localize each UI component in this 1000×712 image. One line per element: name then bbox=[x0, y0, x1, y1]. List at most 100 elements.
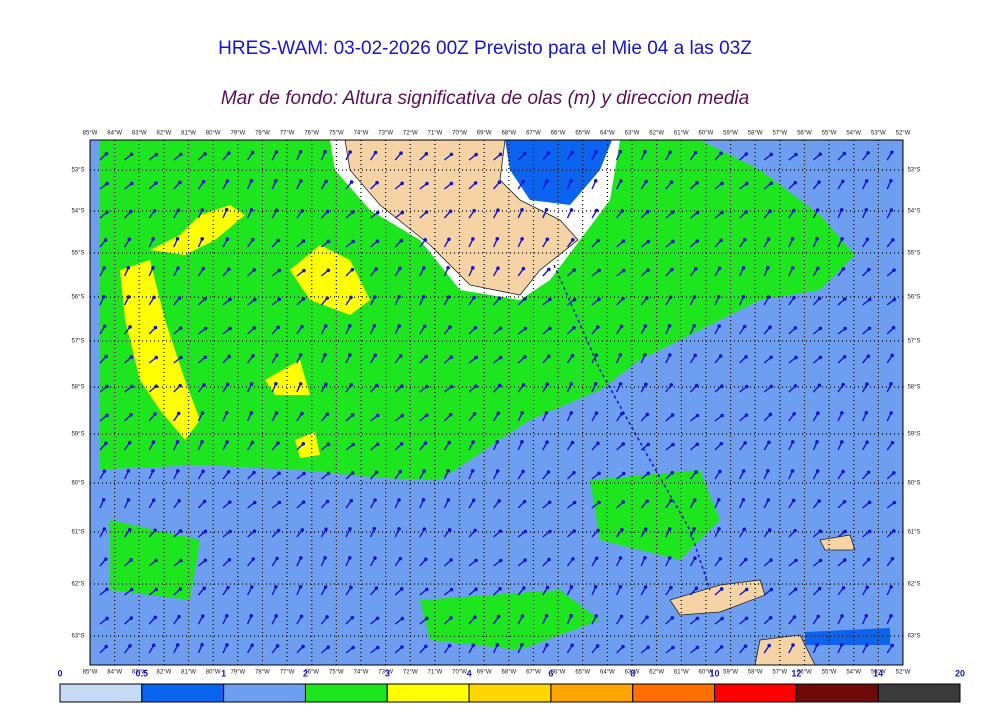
lon-label: 75°W bbox=[329, 670, 344, 676]
arrow-head bbox=[572, 500, 577, 505]
colorbar-tick: 0.5 bbox=[136, 668, 149, 678]
lon-label: 80°W bbox=[206, 131, 221, 137]
arrow-head bbox=[350, 413, 355, 417]
arrow-head bbox=[375, 180, 379, 185]
arrow-head bbox=[719, 645, 724, 649]
arrow-head bbox=[129, 412, 133, 417]
arrow-head bbox=[843, 326, 847, 331]
lon-label: 67°W bbox=[526, 131, 541, 137]
arrow-head bbox=[298, 353, 303, 357]
arrow-head bbox=[298, 382, 303, 386]
arrow-head bbox=[374, 383, 379, 388]
colorbar-box bbox=[386, 683, 470, 703]
arrow-head bbox=[766, 265, 770, 270]
arrow-head bbox=[126, 469, 131, 473]
arrow-head bbox=[301, 500, 306, 504]
arrow-head bbox=[497, 296, 502, 300]
arrow-head bbox=[867, 500, 872, 505]
arrow-head bbox=[498, 558, 503, 563]
lon-label: 68°W bbox=[501, 131, 516, 137]
arrow-head bbox=[892, 500, 897, 505]
arrow-head bbox=[323, 555, 327, 560]
arrow-head bbox=[351, 210, 355, 214]
arrow-head bbox=[350, 267, 355, 272]
lon-label: 75°W bbox=[329, 131, 344, 137]
arrow-head bbox=[618, 382, 623, 386]
lon-label: 52°W bbox=[896, 670, 911, 676]
arrow-head bbox=[347, 324, 352, 328]
arrow-head bbox=[718, 556, 723, 561]
arrow-head bbox=[175, 643, 180, 647]
arrow-head bbox=[544, 207, 549, 212]
arrow-head bbox=[890, 440, 895, 445]
arrow-head bbox=[643, 352, 647, 357]
arrow-head bbox=[866, 557, 871, 562]
arrow-head bbox=[767, 440, 771, 445]
arrow-head bbox=[570, 150, 575, 155]
arrow-head bbox=[226, 470, 231, 474]
lat-label: 55°S bbox=[907, 251, 920, 257]
lon-label: 60°W bbox=[699, 670, 714, 676]
arrow-head bbox=[375, 442, 380, 447]
arrow-head bbox=[545, 585, 550, 590]
arrow-head bbox=[767, 528, 772, 532]
arrow-head bbox=[323, 585, 328, 589]
lat-label: 60°S bbox=[71, 481, 84, 487]
arrow-head bbox=[449, 616, 453, 620]
arrow-head bbox=[692, 526, 696, 531]
arrow-head bbox=[744, 152, 749, 156]
arrow-head bbox=[670, 267, 674, 272]
arrow-head bbox=[741, 498, 746, 502]
arrow-head bbox=[843, 529, 847, 534]
arrow-head bbox=[154, 181, 158, 185]
arrow-head bbox=[373, 556, 377, 560]
arrow-head bbox=[251, 353, 255, 358]
arrow-head bbox=[815, 236, 819, 241]
arrow-head bbox=[374, 470, 379, 475]
arrow-head bbox=[200, 208, 205, 212]
arrow-head bbox=[839, 208, 844, 212]
arrow-head bbox=[547, 267, 551, 272]
arrow-head bbox=[449, 384, 454, 389]
lon-label: 61°W bbox=[674, 131, 689, 137]
arrow-head bbox=[126, 266, 131, 270]
arrow-head bbox=[129, 181, 134, 186]
arrow-head bbox=[618, 585, 623, 589]
lon-label: 60°W bbox=[699, 131, 714, 137]
arrow-head bbox=[375, 616, 380, 621]
arrow-head bbox=[520, 237, 524, 241]
lon-label: 81°W bbox=[181, 131, 196, 137]
arrow-head bbox=[374, 586, 379, 590]
arrow-head bbox=[277, 471, 281, 476]
arrow-head bbox=[128, 644, 132, 648]
lon-label: 78°W bbox=[255, 670, 270, 676]
arrow-head bbox=[864, 643, 869, 647]
arrow-head bbox=[766, 237, 771, 241]
lon-label: 55°W bbox=[822, 131, 837, 137]
arrow-head bbox=[399, 587, 404, 591]
arrow-head bbox=[326, 442, 331, 447]
arrow-head bbox=[497, 499, 501, 503]
arrow-head bbox=[569, 614, 573, 618]
arrow-head bbox=[866, 470, 871, 475]
arrow-head bbox=[595, 644, 600, 648]
arrow-head bbox=[175, 236, 180, 241]
arrow-head bbox=[102, 469, 107, 473]
arrow-head bbox=[227, 557, 232, 562]
arrow-head bbox=[203, 296, 207, 301]
arrow-head bbox=[719, 441, 724, 446]
arrows bbox=[99, 149, 897, 654]
arrow-head bbox=[842, 558, 847, 562]
arrow-head bbox=[202, 383, 206, 387]
arrow-head bbox=[153, 615, 158, 620]
arrow-head bbox=[597, 268, 601, 273]
arrow-head bbox=[349, 382, 354, 387]
arrow-head bbox=[667, 556, 672, 560]
arrow-head bbox=[522, 499, 527, 504]
arrow-head bbox=[643, 555, 647, 560]
arrow-head bbox=[351, 645, 355, 650]
arrow-head bbox=[227, 354, 231, 359]
arrow-head bbox=[225, 382, 230, 387]
arrow-head bbox=[351, 442, 355, 447]
arrow-head bbox=[792, 295, 796, 300]
